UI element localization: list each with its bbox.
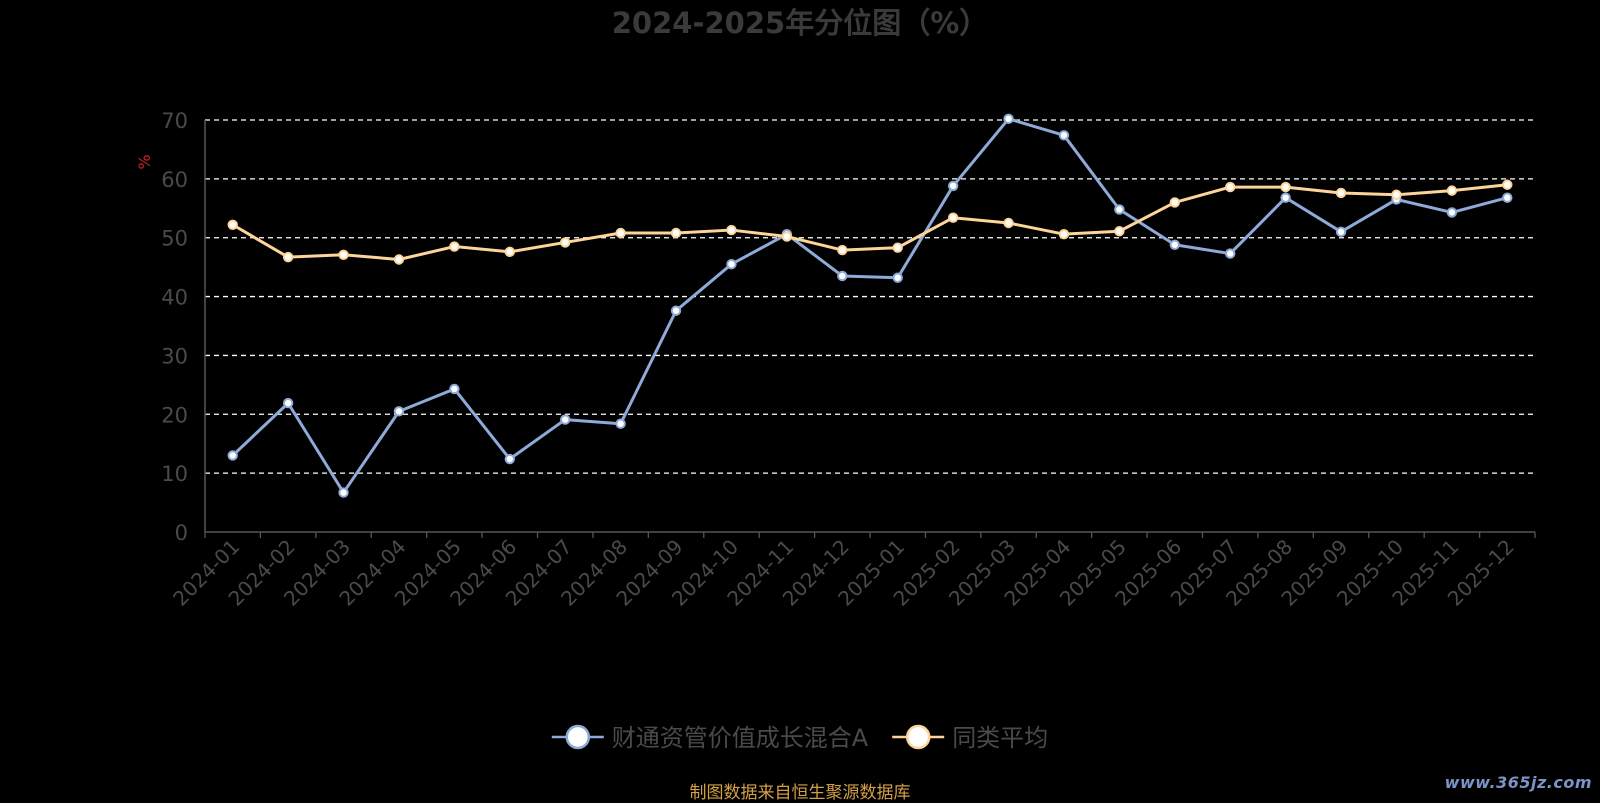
legend-marker-icon: [905, 724, 931, 750]
data-point: [449, 383, 460, 395]
axes: 0102030405060702024-012024-022024-032024…: [161, 109, 1536, 611]
data-point: [947, 180, 959, 192]
y-tick-label: 30: [161, 344, 188, 368]
y-tick-label: 40: [161, 286, 188, 310]
data-point: [1446, 185, 1458, 196]
legend-marker-icon: [565, 724, 591, 750]
data-point: [892, 272, 903, 283]
data-point: [560, 414, 571, 425]
data-point: [947, 212, 959, 223]
data-point: [227, 219, 238, 230]
data-point: [1502, 179, 1513, 190]
chart-title: 2024-2025年分位图（%）: [612, 6, 989, 40]
data-point: [1335, 226, 1347, 238]
grid-lines: [205, 119, 1535, 474]
data-point: [837, 244, 848, 256]
data-point: [1225, 181, 1236, 193]
data-point: [1335, 187, 1347, 199]
legend-item-0[interactable]: 财通资管价值成长混合A: [551, 724, 869, 752]
data-point: [1114, 226, 1125, 237]
data-point: [1391, 189, 1402, 200]
data-point: [1225, 248, 1236, 259]
data-point: [892, 242, 903, 253]
data-point: [837, 270, 848, 282]
legend[interactable]: 财通资管价值成长混合A 同类平均: [551, 724, 1048, 752]
y-tick-label: 10: [161, 462, 188, 486]
data-point: [1280, 181, 1291, 193]
data-point: [282, 251, 294, 263]
data-point: [726, 259, 737, 270]
data-point: [781, 231, 793, 242]
y-tick-label: 20: [161, 403, 188, 427]
y-axis-label: %: [135, 154, 154, 169]
data-point: [1446, 207, 1458, 218]
data-point: [393, 254, 405, 265]
data-point: [615, 418, 626, 429]
data-point: [1280, 192, 1291, 203]
data-point: [504, 246, 515, 258]
data-point: [1169, 197, 1180, 208]
y-tick-label: 70: [161, 109, 188, 133]
series-line-0: [231, 117, 1508, 495]
data-point: [1058, 130, 1070, 141]
data-point: [670, 227, 682, 239]
y-tick-label: 60: [161, 168, 188, 192]
data-point: [1058, 228, 1070, 240]
data-point: [615, 227, 626, 239]
data-point: [504, 453, 515, 465]
data-source-note: 制图数据来自恒生聚源数据库: [689, 783, 911, 803]
y-tick-label: 0: [175, 521, 188, 545]
legend-label: 财通资管价值成长混合A: [612, 724, 869, 752]
data-point: [338, 487, 349, 498]
data-point: [227, 450, 238, 461]
data-point: [1003, 113, 1014, 125]
data-point: [338, 249, 349, 260]
series-lines: [227, 113, 1513, 498]
data-point: [670, 305, 682, 316]
data-point: [393, 406, 405, 417]
y-tick-label: 50: [161, 227, 188, 251]
legend-item-1[interactable]: 同类平均: [892, 724, 1048, 752]
data-point: [1502, 192, 1513, 203]
watermark: www.365jz.com: [1444, 773, 1592, 792]
data-point: [726, 224, 737, 236]
legend-label: 同类平均: [952, 724, 1048, 752]
data-point: [1003, 217, 1014, 229]
data-point: [449, 241, 460, 252]
data-point: [1114, 204, 1125, 215]
data-point: [282, 397, 294, 409]
data-point: [1169, 239, 1180, 250]
series-line-1: [231, 183, 1508, 261]
data-point: [560, 237, 571, 248]
